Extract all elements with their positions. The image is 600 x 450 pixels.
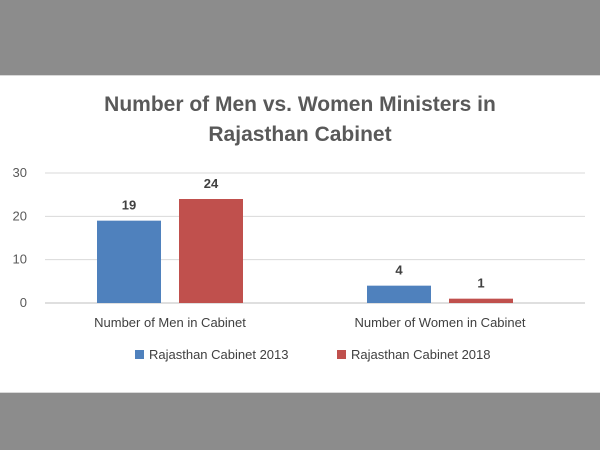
- data-label: 24: [204, 176, 219, 191]
- data-label: 1: [477, 276, 484, 291]
- data-label: 4: [395, 263, 403, 278]
- bar: [367, 285, 431, 303]
- data-labels: 19 24 4 1: [122, 176, 485, 291]
- top-gray-band: [0, 0, 600, 75]
- y-tick-label: 10: [13, 252, 27, 267]
- legend-label: Rajasthan Cabinet 2018: [351, 347, 491, 362]
- bar: [97, 220, 161, 303]
- bar: [449, 298, 513, 303]
- bottom-gray-band: [0, 393, 600, 450]
- chart-title-line-1: Number of Men vs. Women Ministers in: [104, 93, 496, 116]
- chart-title-line-2: Rajasthan Cabinet: [208, 123, 392, 146]
- legend: Rajasthan Cabinet 2013 Rajasthan Cabinet …: [135, 347, 491, 362]
- x-axis-categories: Number of Men in Cabinet Number of Women …: [94, 315, 526, 330]
- legend-swatch: [337, 350, 346, 359]
- category-label: Number of Men in Cabinet: [94, 315, 246, 330]
- bar: [179, 199, 243, 303]
- data-label: 19: [122, 198, 136, 213]
- y-tick-label: 0: [20, 295, 27, 310]
- legend-label: Rajasthan Cabinet 2013: [149, 347, 289, 362]
- y-tick-label: 30: [13, 165, 27, 180]
- bars: [97, 199, 513, 303]
- y-axis-ticks: 0 10 20 30: [13, 165, 27, 310]
- chart-title: Number of Men vs. Women Ministers in Raj…: [0, 90, 600, 150]
- y-tick-label: 20: [13, 208, 27, 223]
- category-label: Number of Women in Cabinet: [354, 315, 525, 330]
- legend-swatch: [135, 350, 144, 359]
